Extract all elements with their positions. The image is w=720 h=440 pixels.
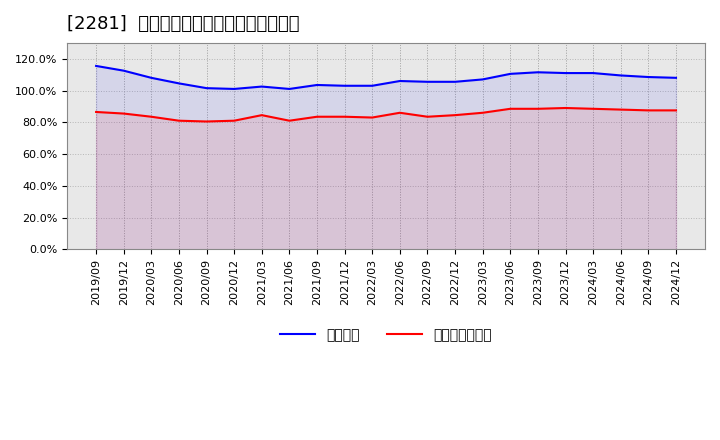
固定比率 bbox=[175, 81, 184, 86]
固定比率 bbox=[395, 78, 404, 84]
固定長期適合率 bbox=[672, 108, 680, 113]
固定比率 bbox=[423, 79, 432, 84]
固定比率 bbox=[258, 84, 266, 89]
固定比率 bbox=[368, 83, 377, 88]
固定長期適合率 bbox=[230, 118, 238, 123]
固定長期適合率 bbox=[644, 108, 653, 113]
固定長期適合率 bbox=[285, 118, 294, 123]
固定長期適合率 bbox=[91, 109, 100, 114]
固定比率 bbox=[644, 74, 653, 80]
Line: 固定比率: 固定比率 bbox=[96, 66, 676, 89]
固定長期適合率 bbox=[395, 110, 404, 115]
固定長期適合率 bbox=[561, 105, 570, 110]
固定比率 bbox=[120, 68, 128, 73]
固定比率 bbox=[202, 85, 211, 91]
固定比率 bbox=[589, 70, 598, 76]
Legend: 固定比率, 固定長期適合率: 固定比率, 固定長期適合率 bbox=[275, 323, 498, 348]
固定比率 bbox=[451, 79, 459, 84]
固定長期適合率 bbox=[478, 110, 487, 115]
固定長期適合率 bbox=[534, 106, 542, 111]
Line: 固定長期適合率: 固定長期適合率 bbox=[96, 108, 676, 121]
固定長期適合率 bbox=[202, 119, 211, 124]
固定比率 bbox=[91, 63, 100, 69]
固定比率 bbox=[561, 70, 570, 76]
固定長期適合率 bbox=[423, 114, 432, 119]
固定長期適合率 bbox=[506, 106, 515, 111]
固定比率 bbox=[478, 77, 487, 82]
固定比率 bbox=[341, 83, 349, 88]
Text: [2281]  固定比率、固定長期適合率の推移: [2281] 固定比率、固定長期適合率の推移 bbox=[67, 15, 300, 33]
固定長期適合率 bbox=[312, 114, 321, 119]
固定比率 bbox=[285, 86, 294, 92]
固定長期適合率 bbox=[147, 114, 156, 119]
固定比率 bbox=[616, 73, 625, 78]
固定比率 bbox=[534, 70, 542, 75]
固定長期適合率 bbox=[451, 113, 459, 118]
固定長期適合率 bbox=[368, 115, 377, 120]
固定比率 bbox=[672, 75, 680, 81]
固定比率 bbox=[230, 86, 238, 92]
固定比率 bbox=[312, 82, 321, 88]
固定長期適合率 bbox=[616, 107, 625, 112]
固定比率 bbox=[147, 75, 156, 81]
固定長期適合率 bbox=[120, 111, 128, 116]
固定長期適合率 bbox=[258, 113, 266, 118]
固定長期適合率 bbox=[175, 118, 184, 123]
固定長期適合率 bbox=[589, 106, 598, 111]
固定長期適合率 bbox=[341, 114, 349, 119]
固定比率 bbox=[506, 71, 515, 77]
